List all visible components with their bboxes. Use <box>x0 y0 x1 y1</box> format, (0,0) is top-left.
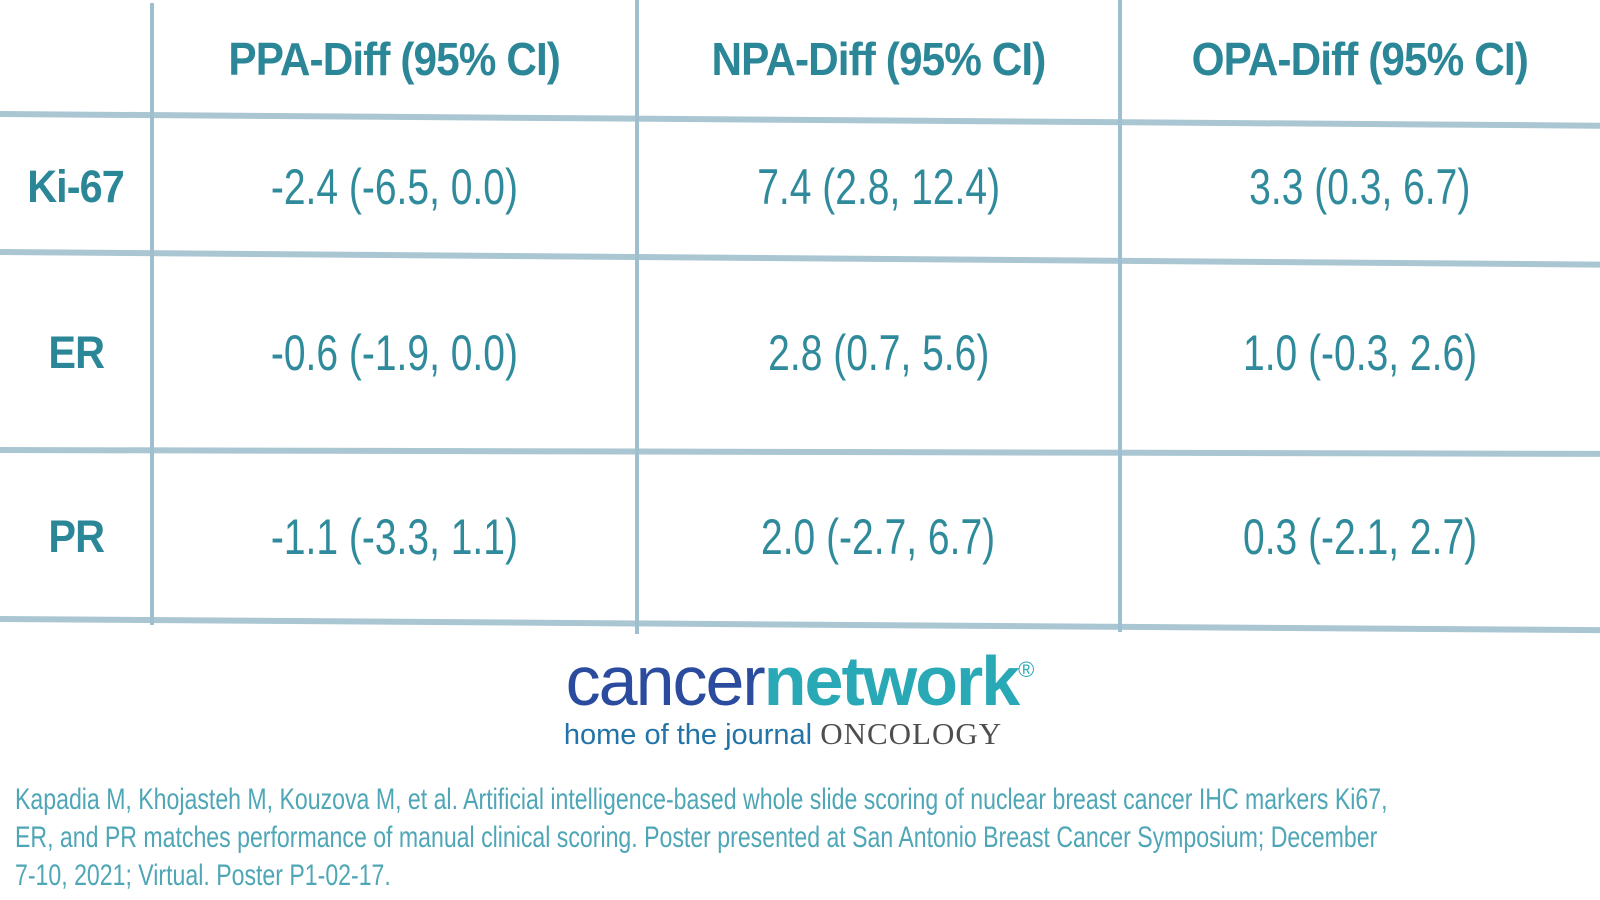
table-rule-vertical-3 <box>1118 0 1122 632</box>
cell-er-npa-diff: 2.8 (0.7, 5.6) <box>767 325 990 381</box>
logo-cancer-text: cancer <box>565 642 766 720</box>
cell-er-opa-diff: 1.0 (-0.3, 2.6) <box>1242 325 1478 381</box>
registered-trademark-symbol: ® <box>1018 657 1035 682</box>
column-header-ppa-diff: PPA-Diff (95% CI) <box>228 33 561 85</box>
column-header-opa-diff: OPA-Diff (95% CI) <box>1191 33 1529 85</box>
citation-line-2: ER, and PR matches performance of manual… <box>15 821 1378 854</box>
table-rule-vertical-2 <box>635 0 639 634</box>
column-header-npa-diff: NPA-Diff (95% CI) <box>711 33 1047 85</box>
agreement-table: PPA-Diff (95% CI) NPA-Diff (95% CI) OPA-… <box>0 0 1529 565</box>
cell-ki67-ppa-diff: -2.4 (-6.5, 0.0) <box>270 159 519 215</box>
cell-pr-npa-diff: 2.0 (-2.7, 6.7) <box>761 508 996 565</box>
citation-line-3: 7-10, 2021; Virtual. Poster P1-02-17. <box>15 859 391 892</box>
logo-network-text: network <box>763 642 1020 720</box>
cell-pr-ppa-diff: -1.1 (-3.3, 1.1) <box>270 508 519 565</box>
row-label-ki67: Ki-67 <box>27 161 126 212</box>
row-label-pr: PR <box>48 510 105 562</box>
citation-line-1: Kapadia M, Khojasteh M, Kouzova M, et al… <box>15 783 1388 816</box>
table-rule-vertical-1 <box>150 3 154 625</box>
logo-tagline: home of the journal ONCOLOGY <box>564 718 1036 750</box>
cell-ki67-opa-diff: 3.3 (0.3, 6.7) <box>1249 159 1471 215</box>
logo-oncology-text: ONCOLOGY <box>820 716 1003 751</box>
cell-ki67-npa-diff: 7.4 (2.8, 12.4) <box>757 159 1000 215</box>
citation-text: Kapadia M, Khojasteh M, Kouzova M, et al… <box>15 781 1600 895</box>
cancernetwork-wordmark: cancernetwork® <box>564 646 1036 716</box>
row-label-er: ER <box>48 327 105 378</box>
table-corner-cell <box>0 0 152 118</box>
cancernetwork-logo: cancernetwork® home of the journal ONCOL… <box>564 646 1036 750</box>
logo-tagline-text: home of the journal <box>563 719 813 751</box>
cell-pr-opa-diff: 0.3 (-2.1, 2.7) <box>1242 508 1478 565</box>
cell-er-ppa-diff: -0.6 (-1.9, 0.0) <box>270 325 519 381</box>
